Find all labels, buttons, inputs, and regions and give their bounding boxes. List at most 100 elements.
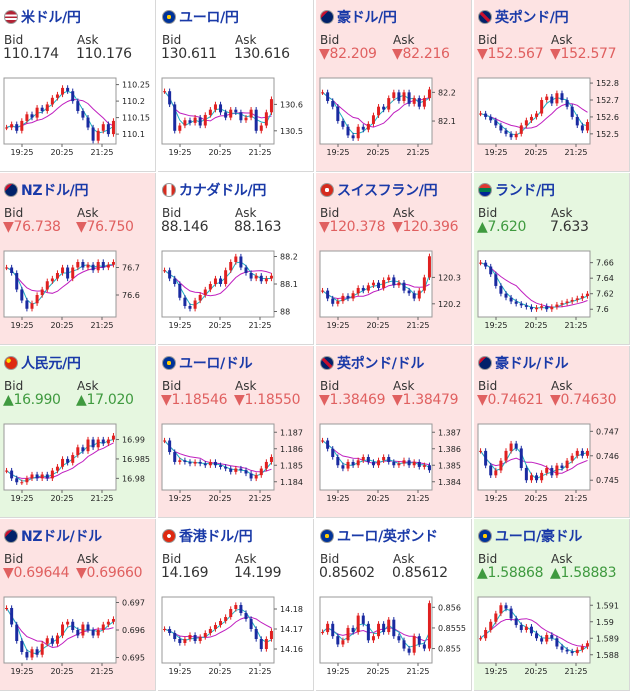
price-chart[interactable]: 1.387 1.386 1.385 1.384 19:25 20:25 21:25 — [318, 422, 470, 504]
candle-body — [111, 120, 115, 135]
price-chart[interactable]: 16.99 16.985 16.98 19:25 20:25 21:25 — [2, 422, 154, 504]
ask-arrow: ▲ — [76, 392, 87, 408]
candle-body — [535, 113, 539, 117]
pair-name-link[interactable]: 豪ドル/円 — [337, 10, 397, 26]
candle-body — [331, 448, 335, 457]
ma-long-line — [322, 283, 430, 300]
x-tick-label: 19:25 — [168, 667, 191, 676]
price-chart[interactable]: 0.747 0.746 0.745 19:25 20:25 21:25 — [476, 422, 628, 504]
candle-body — [5, 127, 9, 129]
pair-name-link[interactable]: スイスフラン/円 — [337, 183, 438, 199]
candle-body — [499, 460, 503, 471]
pair-name-link[interactable]: カナダドル/円 — [179, 183, 267, 199]
ma-short-line — [322, 91, 430, 134]
bid-arrow: ▼ — [319, 392, 330, 408]
x-tick-label: 20:25 — [524, 321, 547, 330]
price-chart[interactable]: 14.18 14.17 14.16 19:25 20:25 21:25 — [160, 595, 312, 677]
candle-body — [499, 125, 503, 131]
candle-body — [20, 482, 24, 484]
price-chart[interactable]: 0.697 0.696 0.695 19:25 20:25 21:25 — [2, 595, 154, 677]
rate-tile-nzdusd[interactable]: NZドル/ドル Bid Ask ▼0.69644 ▼0.69660 0.697 0.696 0… — [0, 519, 156, 691]
price-chart[interactable]: 76.7 76.6 19:25 20:25 21:25 — [2, 249, 154, 331]
candle-body — [412, 636, 416, 653]
rate-tile-chfjpy[interactable]: スイスフラン/円 Bid Ask ▼120.378 ▼120.396 120.3 120.2… — [316, 173, 472, 345]
rate-tile-eurusd[interactable]: ユーロ/ドル Bid Ask ▼1.18546 ▼1.18550 1.187 1.186 1.… — [158, 346, 314, 518]
candle-body — [336, 106, 340, 122]
candle-body — [565, 649, 569, 652]
candle-body — [198, 295, 202, 301]
pair-name-link[interactable]: 人民元/円 — [21, 356, 81, 372]
pair-name-link[interactable]: ユーロ/豪ドル — [495, 529, 583, 545]
rate-tile-zarjpy[interactable]: ランド/円 Bid Ask ▲7.620 7.633 7.66 7.64 7.62 7.6 19:… — [474, 173, 630, 345]
candle-body — [407, 460, 411, 466]
rate-tile-audjpy[interactable]: 豪ドル/円 Bid Ask ▼82.209 ▼82.216 82.2 82.1 19:25 20… — [316, 0, 472, 172]
price-chart[interactable]: 152.8 152.7 152.6 152.5 19:25 20:25 21:25 — [476, 76, 628, 158]
price-chart[interactable]: 0.856 0.8555 0.855 19:25 20:25 21:25 — [318, 595, 470, 677]
rate-tile-eurgbp[interactable]: ユーロ/英ポンド Bid Ask 0.85602 0.85612 0.856 0.8555 0… — [316, 519, 472, 691]
y-tick-label: 14.17 — [280, 625, 303, 634]
bid-label: Bid — [162, 33, 182, 47]
rate-tile-gbpusd[interactable]: 英ポンド/ドル Bid Ask ▼1.38469 ▼1.38479 1.387 1.386 1… — [316, 346, 472, 518]
pair-name-link[interactable]: ユーロ/ドル — [179, 356, 253, 372]
candle-body — [479, 450, 483, 452]
price-chart[interactable]: 88.2 88.1 88 19:25 20:25 21:25 — [160, 249, 312, 331]
candle-body — [10, 608, 14, 625]
pair-name-link[interactable]: 英ポンド/円 — [495, 10, 569, 26]
pair-name-link[interactable]: 米ドル/円 — [21, 10, 81, 26]
candle-body — [203, 114, 207, 126]
y-tick-label: 0.747 — [596, 427, 619, 436]
candle-body — [254, 629, 258, 639]
pair-name-link[interactable]: ランド/円 — [495, 183, 555, 199]
candle-body — [387, 277, 391, 281]
price-chart[interactable]: 120.3 120.2 19:25 20:25 21:25 — [318, 249, 470, 331]
pair-name-link[interactable]: ユーロ/英ポンド — [337, 529, 438, 545]
candle-body — [417, 290, 421, 299]
candle-body — [35, 107, 39, 118]
ask-label: Ask — [393, 552, 415, 566]
price-chart[interactable]: 110.25 110.2 110.15 110.1 19:25 20:25 21:25 — [2, 76, 154, 158]
rate-tile-hkdjpy[interactable]: 香港ドル/円 Bid Ask 14.169 14.199 14.18 14.17 14.16 1… — [158, 519, 314, 691]
pair-name-link[interactable]: NZドル/ドル — [21, 529, 102, 545]
pair-name-link[interactable]: NZドル/円 — [21, 183, 89, 199]
x-tick-label: 19:25 — [10, 494, 33, 503]
pair-name-link[interactable]: 英ポンド/ドル — [337, 356, 425, 372]
candle-body — [86, 624, 90, 630]
candle-body — [570, 106, 574, 117]
price-chart[interactable]: 1.187 1.186 1.185 1.184 19:25 20:25 21:25 — [160, 422, 312, 504]
rate-tile-gbpjpy[interactable]: 英ポンド/円 Bid Ask ▼152.567 ▼152.577 152.8 152.7 15… — [474, 0, 630, 172]
pair-name-link[interactable]: ユーロ/円 — [179, 10, 239, 26]
bid-price: 82.209 — [329, 46, 377, 62]
bid-label: Bid — [320, 379, 340, 393]
ma-short-line — [6, 264, 114, 305]
ask-arrow: ▼ — [392, 392, 403, 408]
rate-tile-euraud[interactable]: ユーロ/豪ドル Bid Ask ▲1.58868 ▲1.58883 1.591 1.59 1.… — [474, 519, 630, 691]
rate-tile-usdjpy[interactable]: 米ドル/円 Bid Ask 110.174 110.176 110.25 110.2 110.… — [0, 0, 156, 172]
y-tick-label: 0.696 — [122, 626, 145, 635]
price-chart[interactable]: 82.2 82.1 19:25 20:25 21:25 — [318, 76, 470, 158]
price-chart[interactable]: 1.591 1.59 1.589 1.588 19:25 20:25 21:25 — [476, 595, 628, 677]
rate-tile-eurjpy[interactable]: ユーロ/円 Bid Ask 130.611 130.616 130.6 130.5 19:25… — [158, 0, 314, 172]
candle-body — [366, 457, 370, 462]
rate-tile-nzdjpy[interactable]: NZドル/円 Bid Ask ▼76.738 ▼76.750 76.7 76.6 19:25 2… — [0, 173, 156, 345]
price-chart[interactable]: 7.66 7.64 7.62 7.6 19:25 20:25 21:25 — [476, 249, 628, 331]
rate-tile-cnhjpy[interactable]: 人民元/円 Bid Ask ▲16.990 ▲17.020 16.99 16.985 16.9… — [0, 346, 156, 518]
bid-label: Bid — [478, 33, 498, 47]
candle-body — [529, 306, 533, 310]
pair-name-link[interactable]: 香港ドル/円 — [179, 529, 253, 545]
y-tick-label: 152.5 — [596, 130, 619, 139]
candle-body — [76, 262, 80, 268]
rate-tile-audusd[interactable]: 豪ドル/ドル Bid Ask ▼0.74621 ▼0.74630 0.747 0.746 0.… — [474, 346, 630, 518]
y-tick-label: 0.695 — [122, 654, 145, 663]
x-tick-label: 19:25 — [168, 321, 191, 330]
x-tick-label: 21:25 — [564, 494, 587, 503]
tile-title: 豪ドル/ドル — [478, 353, 569, 373]
ask-value: ▼1.38479 — [392, 392, 459, 408]
pair-name-link[interactable]: 豪ドル/ドル — [495, 356, 569, 372]
candle-body — [575, 450, 579, 456]
tile-title: 英ポンド/ドル — [320, 353, 424, 373]
plot-area — [3, 423, 117, 491]
rate-tile-cadjpy[interactable]: カナダドル/円 Bid Ask 88.146 88.163 88.2 88.1 88 19:25… — [158, 173, 314, 345]
price-chart[interactable]: 130.6 130.5 19:25 20:25 21:25 — [160, 76, 312, 158]
x-tick-label: 19:25 — [10, 321, 33, 330]
